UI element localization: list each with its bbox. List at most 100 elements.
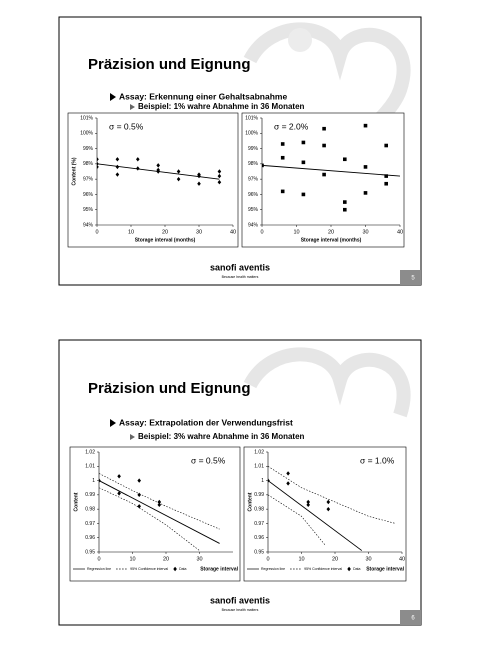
- x-tick-label: 40: [397, 229, 403, 235]
- sub-bullet: Beispiel: 1% wahre Abnahme in 36 Monaten: [138, 102, 305, 111]
- y-tick-label: 95%: [248, 207, 259, 213]
- chart-box: [243, 446, 407, 582]
- y-tick-label: 0.99: [254, 492, 264, 498]
- chart-box: [67, 112, 239, 248]
- plot-area: [97, 157, 222, 186]
- x-tick-label: 10: [129, 556, 135, 562]
- x-tick-label: 30: [362, 229, 368, 235]
- y-tick-label: 94%: [248, 222, 259, 228]
- y-tick-label: 0.97: [85, 521, 95, 527]
- x-tick-label: 30: [196, 229, 202, 235]
- x-tick-label: 0: [260, 229, 263, 235]
- data-point: [301, 160, 306, 165]
- x-tick-label: 10: [293, 229, 299, 235]
- x-tick-label: 30: [196, 556, 202, 562]
- x-tick-label: 20: [332, 556, 338, 562]
- data-point: [322, 172, 326, 177]
- sub-bullet: Beispiel: 3% wahre Abnahme in 36 Monaten: [138, 432, 305, 441]
- regression-line: [97, 163, 220, 180]
- data-point: [157, 499, 162, 505]
- y-tick-label: 94%: [83, 222, 94, 228]
- slide-number-box: [400, 270, 421, 285]
- y-tick-label: 1.01: [85, 464, 95, 470]
- y-tick-label: 95%: [83, 207, 94, 213]
- data-point: [343, 200, 347, 204]
- x-axis-label: Storage interval: [366, 566, 404, 572]
- bullet: Assay: Erkennung einer Gehaltsabnahme: [119, 91, 287, 101]
- x-tick-label: 0: [95, 229, 98, 235]
- data-point: [286, 471, 290, 476]
- data-point: [197, 181, 201, 186]
- y-tick-label: 100%: [80, 131, 93, 137]
- logo: sanofi aventis: [210, 595, 270, 605]
- x-tick-label: 10: [298, 556, 304, 562]
- data-point: [306, 499, 310, 505]
- y-tick-label: 0.98: [254, 506, 264, 512]
- x-tick-label: 20: [163, 556, 169, 562]
- y-tick-label: 98%: [83, 161, 94, 167]
- y-tick-label: 99%: [248, 146, 259, 152]
- annotation: σ = 0.5%: [191, 455, 226, 465]
- data-point: [306, 502, 310, 508]
- bullet-icon: [110, 93, 116, 101]
- tagline: Because health matters: [222, 275, 259, 279]
- data-point: [115, 172, 120, 177]
- x-axis-label: Storage interval: [200, 566, 238, 572]
- plot-area: [99, 473, 220, 551]
- x-tick-label: 20: [162, 229, 168, 235]
- legend-label: Regression line: [87, 567, 111, 571]
- data-point: [301, 140, 306, 145]
- x-axis-label: Storage interval (months): [135, 237, 196, 243]
- chart: 94% 95% 96% 97% 98% 99% 100% 101% 0 10 20 30 40 σ = 0…: [67, 112, 239, 248]
- legend-label: Regression line: [261, 567, 285, 571]
- data-point: [326, 499, 331, 505]
- data-point: [97, 164, 99, 170]
- annotation: σ = 2.0%: [274, 121, 309, 131]
- x-tick-label: 40: [230, 229, 236, 235]
- y-tick-label: 96%: [248, 192, 259, 198]
- data-point: [217, 169, 222, 174]
- data-point: [363, 191, 368, 195]
- legend-label: 95% Confidence interval: [130, 567, 168, 571]
- slide-title: Präzision und Eignung: [88, 56, 251, 73]
- bullet: Assay: Extrapolation der Verwendungsfris…: [119, 417, 293, 427]
- x-tick-label: 0: [97, 556, 100, 562]
- background-figure: [288, 28, 312, 52]
- chart: 94% 95% 96% 97% 98% 99% 100% 101% 0 10 20 30 40 σ = 2…: [241, 112, 405, 248]
- data-point: [117, 491, 121, 496]
- data-point: [137, 504, 141, 509]
- data-point: [384, 174, 388, 178]
- slide-title: Präzision und Eignung: [88, 380, 251, 397]
- data-point: [363, 123, 368, 128]
- data-point: [343, 207, 347, 212]
- y-tick-label: 97%: [248, 176, 259, 182]
- regression-line: [262, 164, 400, 177]
- x-tick-label: 10: [128, 229, 134, 235]
- bullet-icon: [110, 419, 116, 427]
- x-tick-label: 40: [399, 556, 405, 562]
- y-tick-label: 1.02: [85, 449, 95, 455]
- plot-area: [268, 466, 396, 551]
- y-tick-label: 0.98: [85, 506, 95, 512]
- y-tick-label: 0.95: [85, 549, 95, 555]
- chart: 0.95 0.96 0.97 0.98 0.99 1 1.01 1.02 0 10 20 30 σ = …: [69, 446, 241, 582]
- slide-number: 5: [411, 276, 415, 282]
- data-point: [280, 189, 285, 194]
- y-tick-label: 0.99: [85, 492, 95, 498]
- data-point: [176, 176, 181, 182]
- data-point: [176, 169, 181, 174]
- y-tick-label: 1: [261, 478, 264, 484]
- x-tick-label: 20: [328, 229, 334, 235]
- data-point: [157, 502, 162, 508]
- y-tick-label: 101%: [80, 115, 93, 121]
- regression-line: [268, 480, 363, 551]
- y-tick-label: 1.02: [254, 449, 264, 455]
- chart-box: [241, 112, 405, 248]
- data-point: [136, 157, 140, 162]
- data-point: [322, 126, 326, 131]
- data-point: [286, 481, 290, 486]
- y-tick-label: 96%: [83, 192, 94, 198]
- y-axis-label: Content (%): [71, 157, 77, 185]
- annotation: σ = 0.5%: [109, 121, 144, 131]
